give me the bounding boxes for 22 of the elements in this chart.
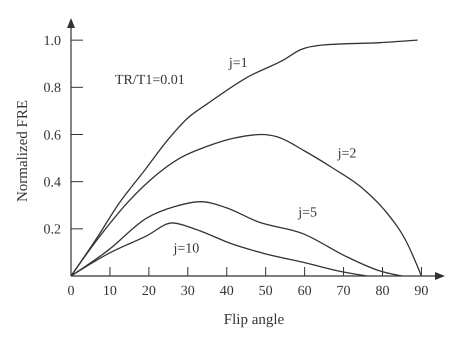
x-tick-label: 10 — [102, 284, 117, 299]
x-tick-label: 90 — [414, 284, 428, 299]
x-tick-label: 60 — [298, 284, 312, 299]
y-tick-label: 0.8 — [44, 81, 61, 96]
x-tick-label: 70 — [336, 284, 351, 299]
x-axis-title: Flip angle — [224, 312, 285, 328]
x-tick-label: 20 — [142, 284, 156, 299]
x-tick-label: 50 — [258, 284, 273, 299]
series-label: j=5 — [297, 205, 318, 220]
y-tick-label: 1.0 — [44, 34, 61, 50]
annotation: TR/T1=0.01 — [115, 73, 185, 88]
series-label: j=2 — [336, 146, 356, 162]
x-tick-label: 30 — [180, 284, 195, 299]
y-tick-label: 0.2 — [44, 222, 61, 238]
series-label: j=1 — [228, 56, 248, 71]
x-tick-label: 40 — [220, 284, 234, 299]
series-label: j=10 — [172, 242, 200, 257]
y-tick-label: 0.6 — [44, 128, 61, 144]
y-axis-title: Normalized FRE — [15, 100, 31, 202]
y-tick-label: 0.4 — [44, 176, 61, 191]
x-tick-label: 0 — [68, 284, 74, 299]
x-tick-label: 80 — [375, 284, 390, 299]
